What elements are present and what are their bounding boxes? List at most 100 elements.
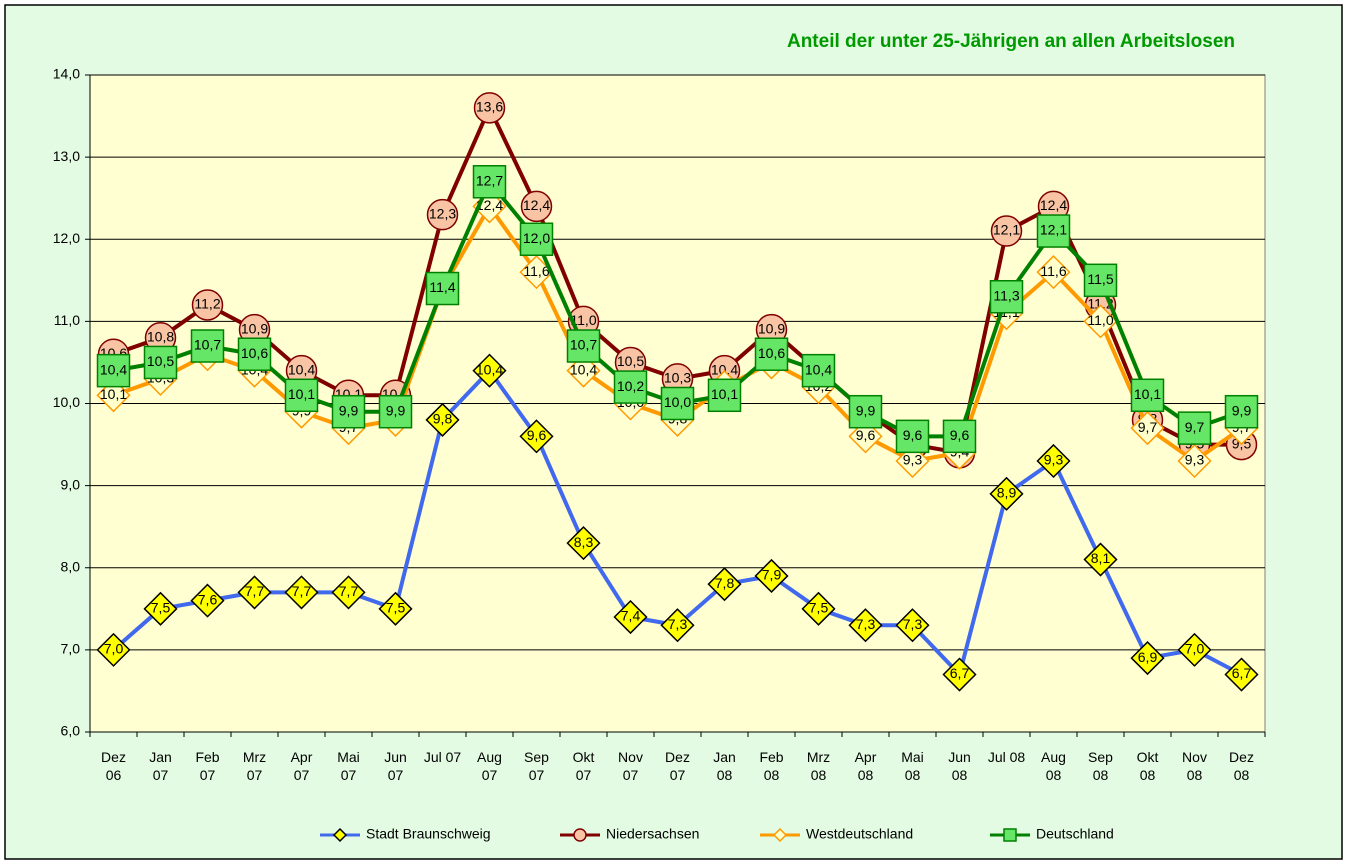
marker [660, 386, 695, 421]
data-label: 10,1 [1134, 386, 1161, 402]
data-label: 10,4 [711, 361, 738, 377]
data-label: 10,9 [758, 320, 785, 336]
data-label: 7,4 [621, 608, 641, 624]
data-label: 9,8 [433, 411, 453, 427]
data-label: 11,2 [194, 296, 220, 312]
data-label: 13,6 [476, 99, 503, 115]
data-label: 7,0 [1185, 641, 1205, 657]
data-label: 9,9 [339, 402, 359, 418]
legend-label: Niedersachsen [606, 826, 699, 842]
marker [990, 215, 1023, 247]
marker [426, 198, 459, 231]
data-label: 9,9 [856, 402, 876, 418]
x-tick-label: Dez 08 [1229, 749, 1254, 783]
marker [143, 591, 178, 626]
x-tick-label: Aug 08 [1041, 749, 1066, 783]
data-label: 7,7 [245, 583, 265, 599]
x-tick-label: Apr 08 [854, 749, 877, 783]
marker [1177, 632, 1212, 667]
marker [1130, 641, 1165, 676]
data-label: 10,4 [570, 361, 597, 377]
x-tick-label: Feb 08 [759, 749, 784, 783]
marker [1036, 255, 1071, 290]
data-label: 12,7 [476, 172, 503, 188]
y-tick-label: 6,0 [61, 723, 81, 739]
marker [519, 222, 554, 256]
marker [331, 575, 366, 610]
data-label: 10,5 [617, 353, 644, 369]
marker [1130, 378, 1165, 413]
marker [989, 476, 1024, 511]
x-tick-label: Okt 07 [572, 749, 595, 783]
marker [143, 345, 178, 380]
x-tick-label: Sep 08 [1088, 749, 1113, 783]
data-label: 7,5 [386, 600, 406, 616]
data-label: 10,4 [288, 361, 315, 377]
data-label: 6,7 [1232, 665, 1252, 681]
data-label: 7,5 [151, 600, 171, 616]
data-label: 11,0 [570, 312, 596, 328]
data-label: 10,1 [100, 386, 127, 402]
data-label: 9,9 [1232, 402, 1252, 418]
y-tick-label: 11,0 [54, 312, 80, 328]
x-tick-label: Jan 08 [713, 749, 736, 783]
marker [989, 279, 1024, 314]
data-label: 12,1 [993, 222, 1020, 238]
marker [1177, 411, 1212, 445]
marker [332, 827, 348, 843]
data-label: 7,7 [339, 583, 359, 599]
marker [1083, 304, 1118, 339]
x-tick-label: Jan 07 [149, 749, 172, 783]
y-tick-label: 10,0 [53, 394, 80, 410]
data-label: 10,8 [147, 329, 174, 345]
x-tick-label: Jul 08 [987, 749, 1026, 765]
marker [1224, 657, 1259, 692]
data-label: 6,9 [1138, 649, 1158, 665]
x-tick-label: Feb 07 [195, 749, 220, 783]
marker [707, 567, 742, 602]
marker [237, 337, 272, 371]
data-label: 12,4 [1040, 197, 1067, 213]
marker [895, 419, 930, 454]
marker [895, 608, 930, 643]
data-label: 9,9 [386, 402, 406, 418]
data-label: 10,2 [617, 378, 644, 394]
data-label: 9,6 [903, 427, 923, 443]
marker [190, 329, 225, 363]
data-label: 11,6 [1040, 263, 1066, 279]
data-label: 12,3 [429, 205, 456, 221]
marker [707, 378, 742, 413]
marker [284, 378, 319, 413]
marker [1177, 443, 1212, 479]
marker [378, 394, 413, 429]
marker [473, 92, 506, 124]
data-label: 12,1 [1040, 222, 1067, 238]
x-tick-label: Aug 07 [477, 749, 502, 783]
marker [425, 271, 460, 306]
marker [660, 608, 695, 643]
marker [566, 526, 601, 561]
y-tick-label: 12,0 [53, 230, 80, 246]
marker [848, 608, 883, 643]
marker [96, 632, 131, 667]
marker [613, 599, 648, 635]
data-label: 10,9 [241, 320, 268, 336]
data-label: 7,3 [903, 616, 923, 632]
marker [472, 165, 507, 199]
data-label: 7,0 [104, 641, 124, 657]
y-tick-label: 14,0 [53, 66, 80, 82]
data-label: 10,6 [758, 345, 785, 361]
data-label: 11,3 [993, 287, 1019, 303]
marker [331, 394, 366, 429]
legend-label: Stadt Braunschweig [366, 826, 491, 842]
marker [425, 402, 460, 437]
data-label: 7,7 [292, 583, 312, 599]
y-tick-label: 9,0 [61, 476, 81, 492]
data-label: 7,3 [668, 616, 688, 632]
x-tick-label: Apr 07 [290, 749, 313, 783]
data-label: 6,7 [950, 665, 970, 681]
marker [1036, 214, 1071, 248]
x-tick-label: Mrz 08 [806, 749, 831, 783]
data-label: 10,4 [100, 361, 127, 377]
